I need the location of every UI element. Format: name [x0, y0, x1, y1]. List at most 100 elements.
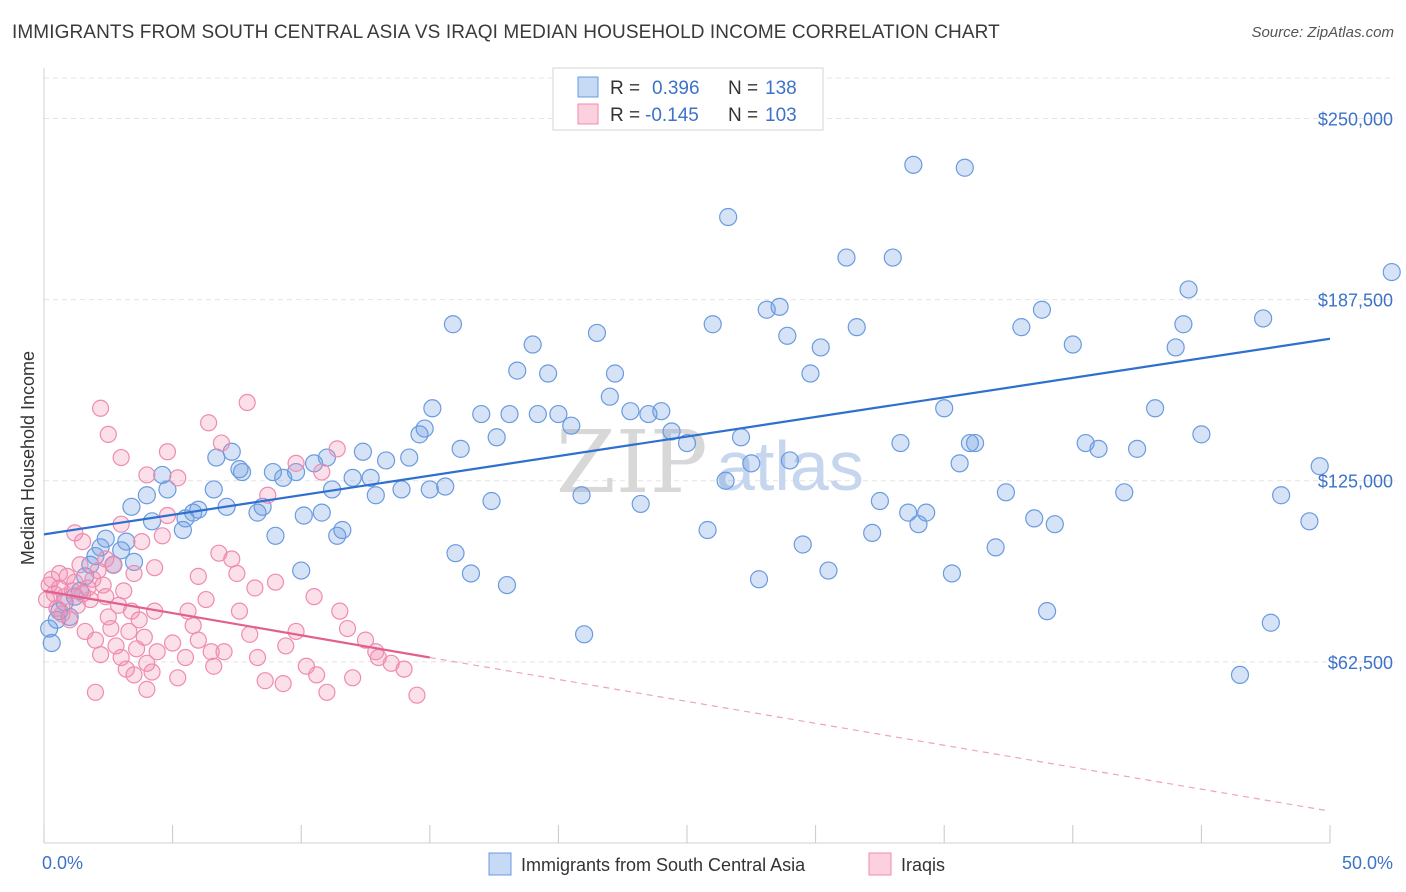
point-south-central-asia-95 — [793, 535, 812, 554]
point-south-central-asia-12 — [96, 529, 115, 548]
stats-legend: R = 0.396 N = 138 R = -0.145 N = 103 — [552, 67, 824, 131]
point-south-central-asia-121 — [1045, 515, 1064, 534]
point-south-central-asia-127 — [1146, 399, 1165, 418]
point-iraqis-65 — [331, 602, 349, 620]
gridlines — [44, 77, 1395, 663]
point-iraqis-31 — [115, 582, 133, 600]
y-tick-label-1: $125,000 — [1318, 472, 1393, 492]
point-iraqis-100 — [99, 425, 117, 443]
point-south-central-asia-19 — [142, 512, 162, 531]
point-iraqis-94 — [287, 454, 305, 472]
point-south-central-asia-55 — [420, 480, 439, 499]
point-iraqis-52 — [205, 657, 223, 675]
point-iraqis-101 — [138, 466, 156, 484]
point-south-central-asia-137 — [1310, 457, 1329, 476]
point-south-central-asia-99 — [837, 248, 856, 267]
point-south-central-asia-26 — [204, 480, 223, 499]
point-iraqis-20 — [86, 631, 105, 649]
point-south-central-asia-133 — [1254, 309, 1273, 328]
point-iraqis-49 — [184, 617, 202, 635]
y-axis-label: Median Household Income — [18, 351, 38, 565]
point-iraqis-84 — [338, 619, 357, 638]
point-south-central-asia-110 — [942, 564, 962, 583]
point-iraqis-73 — [66, 524, 84, 542]
point-iraqis-55 — [230, 602, 249, 620]
trend-line-iraqis — [43, 589, 430, 659]
x-tick-label-0: 0.0% — [42, 853, 83, 873]
point-south-central-asia-41 — [312, 503, 331, 522]
point-south-central-asia-73 — [572, 486, 591, 505]
point-south-central-asia-50 — [376, 451, 396, 470]
point-iraqis-66 — [344, 669, 362, 687]
point-south-central-asia-124 — [1089, 439, 1108, 458]
point-south-central-asia-31 — [232, 462, 252, 482]
point-south-central-asia-90 — [749, 570, 769, 589]
point-iraqis-57 — [248, 648, 267, 667]
point-iraqis-10 — [61, 611, 79, 629]
point-iraqis-53 — [215, 643, 233, 661]
point-south-central-asia-62 — [472, 404, 491, 424]
point-south-central-asia-102 — [870, 491, 890, 511]
point-south-central-asia-111 — [950, 454, 969, 473]
series-iraqis — [37, 393, 426, 704]
point-iraqis-102 — [212, 434, 231, 452]
point-south-central-asia-46 — [343, 468, 362, 487]
point-south-central-asia-119 — [1032, 300, 1052, 319]
legend-r-label-1: R = — [610, 78, 640, 99]
point-iraqis-87 — [86, 683, 105, 701]
point-south-central-asia-117 — [1012, 318, 1031, 337]
point-iraqis-92 — [200, 414, 218, 432]
point-south-central-asia-103 — [883, 248, 902, 267]
point-iraqis-95 — [328, 440, 346, 458]
point-south-central-asia-71 — [549, 404, 568, 424]
point-south-central-asia-77 — [605, 364, 625, 383]
point-south-central-asia-32 — [248, 503, 267, 522]
point-south-central-asia-48 — [361, 468, 380, 487]
point-south-central-asia-134 — [1261, 613, 1280, 632]
point-south-central-asia-11 — [91, 538, 110, 557]
point-south-central-asia-65 — [497, 575, 517, 595]
point-south-central-asia-53 — [410, 425, 429, 444]
chart-title: IMMIGRANTS FROM SOUTH CENTRAL ASIA VS IR… — [12, 22, 1000, 43]
legend-n-label-1: N = — [728, 78, 758, 99]
point-south-central-asia-79 — [631, 494, 650, 514]
watermark-zip: ZIP — [556, 413, 708, 513]
series-legend: Immigrants from South Central Asia Iraqi… — [488, 852, 945, 876]
legend-n-value-2: 103 — [765, 105, 797, 126]
point-south-central-asia-86 — [716, 471, 735, 490]
point-south-central-asia-30 — [230, 460, 249, 479]
point-iraqis-89 — [202, 643, 220, 661]
point-south-central-asia-83 — [677, 433, 697, 453]
point-iraqis-97 — [169, 469, 187, 487]
point-south-central-asia-105 — [899, 503, 918, 522]
point-south-central-asia-108 — [917, 503, 936, 522]
point-south-central-asia-38 — [292, 561, 311, 580]
point-iraqis-14 — [71, 556, 89, 574]
point-south-central-asia-37 — [286, 462, 306, 482]
point-south-central-asia-93 — [778, 326, 797, 345]
point-south-central-asia-116 — [996, 483, 1016, 502]
point-south-central-asia-85 — [703, 315, 722, 334]
legend-r-value-2: -0.145 — [645, 105, 699, 126]
point-iraqis-78 — [189, 567, 207, 585]
point-iraqis-37 — [130, 611, 148, 629]
point-iraqis-61 — [287, 622, 305, 641]
point-south-central-asia-130 — [1179, 280, 1198, 299]
point-south-central-asia-96 — [801, 364, 820, 383]
point-south-central-asia-63 — [482, 491, 501, 511]
point-south-central-asia-52 — [400, 448, 419, 467]
point-iraqis-50 — [189, 631, 207, 649]
point-south-central-asia-131 — [1192, 425, 1211, 444]
point-south-central-asia-89 — [742, 454, 761, 473]
legend-swatch-blue — [577, 76, 599, 98]
point-south-central-asia-106 — [904, 155, 923, 174]
y-tick-labels: $62,500 $125,000 $187,500 $250,000 — [1318, 109, 1393, 672]
point-iraqis-82 — [274, 675, 292, 693]
point-iraqis-83 — [305, 588, 323, 606]
point-south-central-asia-128 — [1166, 338, 1185, 357]
point-south-central-asia-58 — [443, 315, 463, 334]
point-iraqis-86 — [138, 680, 156, 699]
point-iraqis-38 — [133, 532, 151, 551]
x-tick-label-1: 50.0% — [1342, 853, 1393, 873]
point-iraqis-70 — [395, 660, 413, 678]
